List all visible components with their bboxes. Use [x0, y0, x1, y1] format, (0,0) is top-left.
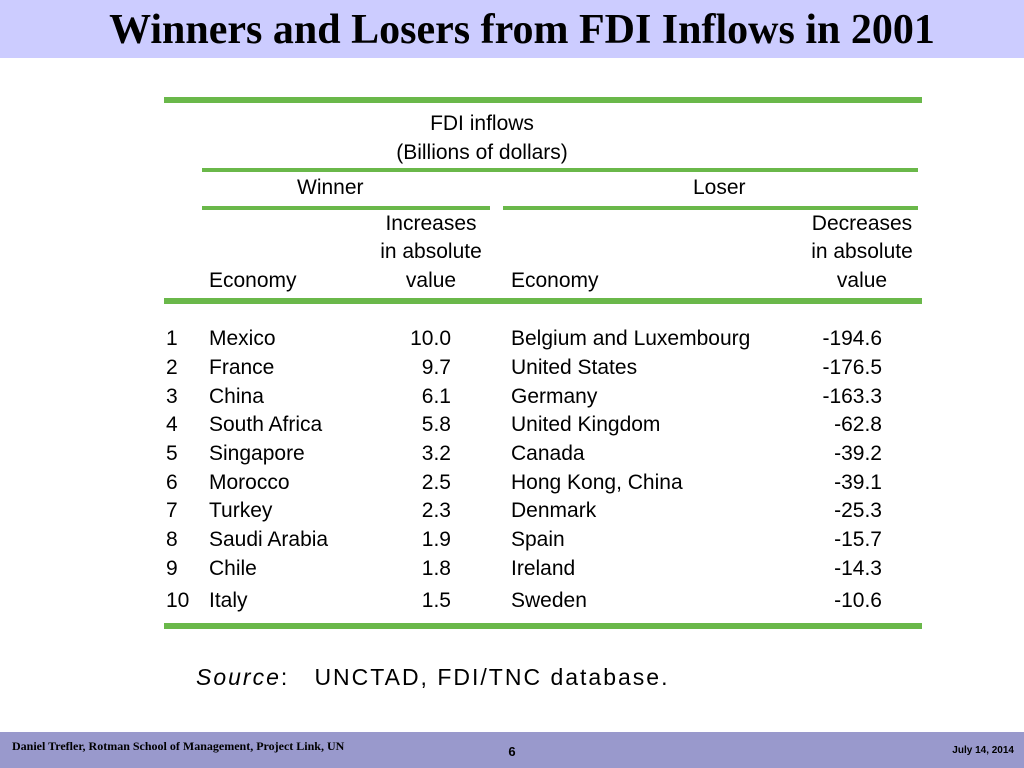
- winner-value-header-line2: in absolute: [380, 240, 482, 263]
- winner-header-rule: [202, 206, 490, 210]
- row-rank: 6: [166, 471, 178, 494]
- loser-economy-header: Economy: [511, 269, 599, 292]
- row-winner-economy: Chile: [209, 557, 257, 580]
- source-label: Source: [196, 664, 281, 690]
- row-winner-value: 1.8: [421, 557, 451, 580]
- loser-value-header-line1: Decreases: [811, 212, 913, 235]
- row-rank: 8: [166, 528, 178, 551]
- row-rank: 3: [166, 385, 178, 408]
- footer-date: July 14, 2014: [952, 745, 1014, 756]
- loser-label: Loser: [693, 176, 746, 199]
- slide-title: Winners and Losers from FDI Inflows in 2…: [109, 7, 935, 53]
- row-winner-economy: Singapore: [209, 442, 305, 465]
- row-winner-economy: China: [209, 385, 264, 408]
- table-bottom-rule: [164, 623, 922, 629]
- footer-bar: Daniel Trefler, Rotman School of Managem…: [0, 732, 1024, 768]
- row-winner-value: 2.5: [421, 471, 451, 494]
- row-loser-economy: Belgium and Luxembourg: [511, 327, 751, 350]
- group-header-line1: FDI inflows: [430, 112, 534, 135]
- loser-value-header-line2: in absolute: [811, 240, 913, 263]
- group-header-rule: [202, 168, 918, 172]
- row-loser-economy: Hong Kong, China: [511, 471, 683, 494]
- row-winner-value: 9.7: [421, 356, 451, 379]
- winner-value-header-line3: value: [405, 269, 457, 292]
- row-rank: 4: [166, 413, 178, 436]
- row-loser-value: -15.7: [834, 528, 882, 551]
- row-loser-economy: Spain: [511, 528, 565, 551]
- row-loser-value: -194.6: [822, 327, 882, 350]
- row-loser-economy: United States: [511, 356, 638, 379]
- row-rank: 7: [166, 499, 178, 522]
- row-loser-value: -62.8: [834, 413, 882, 436]
- row-loser-economy: Denmark: [511, 499, 597, 522]
- winner-economy-header: Economy: [209, 269, 297, 292]
- row-winner-economy: Mexico: [209, 327, 276, 350]
- source-text: UNCTAD, FDI/TNC database.: [314, 664, 670, 690]
- loser-value-header-line3: value: [836, 269, 888, 292]
- row-rank: 10: [166, 589, 190, 612]
- row-winner-economy: France: [209, 356, 275, 379]
- row-loser-value: -14.3: [834, 557, 882, 580]
- column-header-rule: [164, 298, 922, 304]
- group-header-line2: (Billions of dollars): [396, 141, 568, 164]
- row-winner-value: 1.5: [421, 589, 451, 612]
- row-loser-value: -39.2: [834, 442, 882, 465]
- row-winner-value: 6.1: [421, 385, 451, 408]
- row-loser-economy: Ireland: [511, 557, 576, 580]
- footer-page-number: 6: [508, 744, 516, 759]
- row-loser-value: -39.1: [834, 471, 882, 494]
- row-loser-economy: Germany: [511, 385, 598, 408]
- row-winner-economy: Italy: [209, 589, 248, 612]
- row-rank: 2: [166, 356, 178, 379]
- row-winner-economy: Turkey: [209, 499, 273, 522]
- footer-author: Daniel Trefler, Rotman School of Managem…: [12, 739, 345, 753]
- row-winner-economy: Saudi Arabia: [209, 528, 329, 551]
- row-loser-value: -176.5: [822, 356, 882, 379]
- row-loser-value: -10.6: [834, 589, 882, 612]
- row-loser-economy: Canada: [511, 442, 585, 465]
- source-note: Source: UNCTAD, FDI/TNC database.: [196, 664, 670, 690]
- row-winner-economy: Morocco: [209, 471, 290, 494]
- winner-value-header-line1: Increases: [385, 212, 477, 235]
- row-loser-economy: United Kingdom: [511, 413, 661, 436]
- row-rank: 5: [166, 442, 178, 465]
- row-loser-value: -163.3: [822, 385, 882, 408]
- row-winner-value: 5.8: [421, 413, 451, 436]
- row-rank: 1: [166, 327, 178, 350]
- loser-header-rule: [503, 206, 918, 210]
- row-loser-value: -25.3: [834, 499, 882, 522]
- table-top-rule: [164, 97, 922, 103]
- winner-label: Winner: [297, 176, 364, 199]
- row-winner-economy: South Africa: [209, 413, 323, 436]
- row-winner-value: 10.0: [410, 327, 451, 350]
- row-loser-economy: Sweden: [511, 589, 587, 612]
- title-bar: [0, 0, 1024, 58]
- row-winner-value: 1.9: [421, 528, 451, 551]
- row-winner-value: 3.2: [421, 442, 451, 465]
- row-winner-value: 2.3: [421, 499, 451, 522]
- row-rank: 9: [166, 557, 178, 580]
